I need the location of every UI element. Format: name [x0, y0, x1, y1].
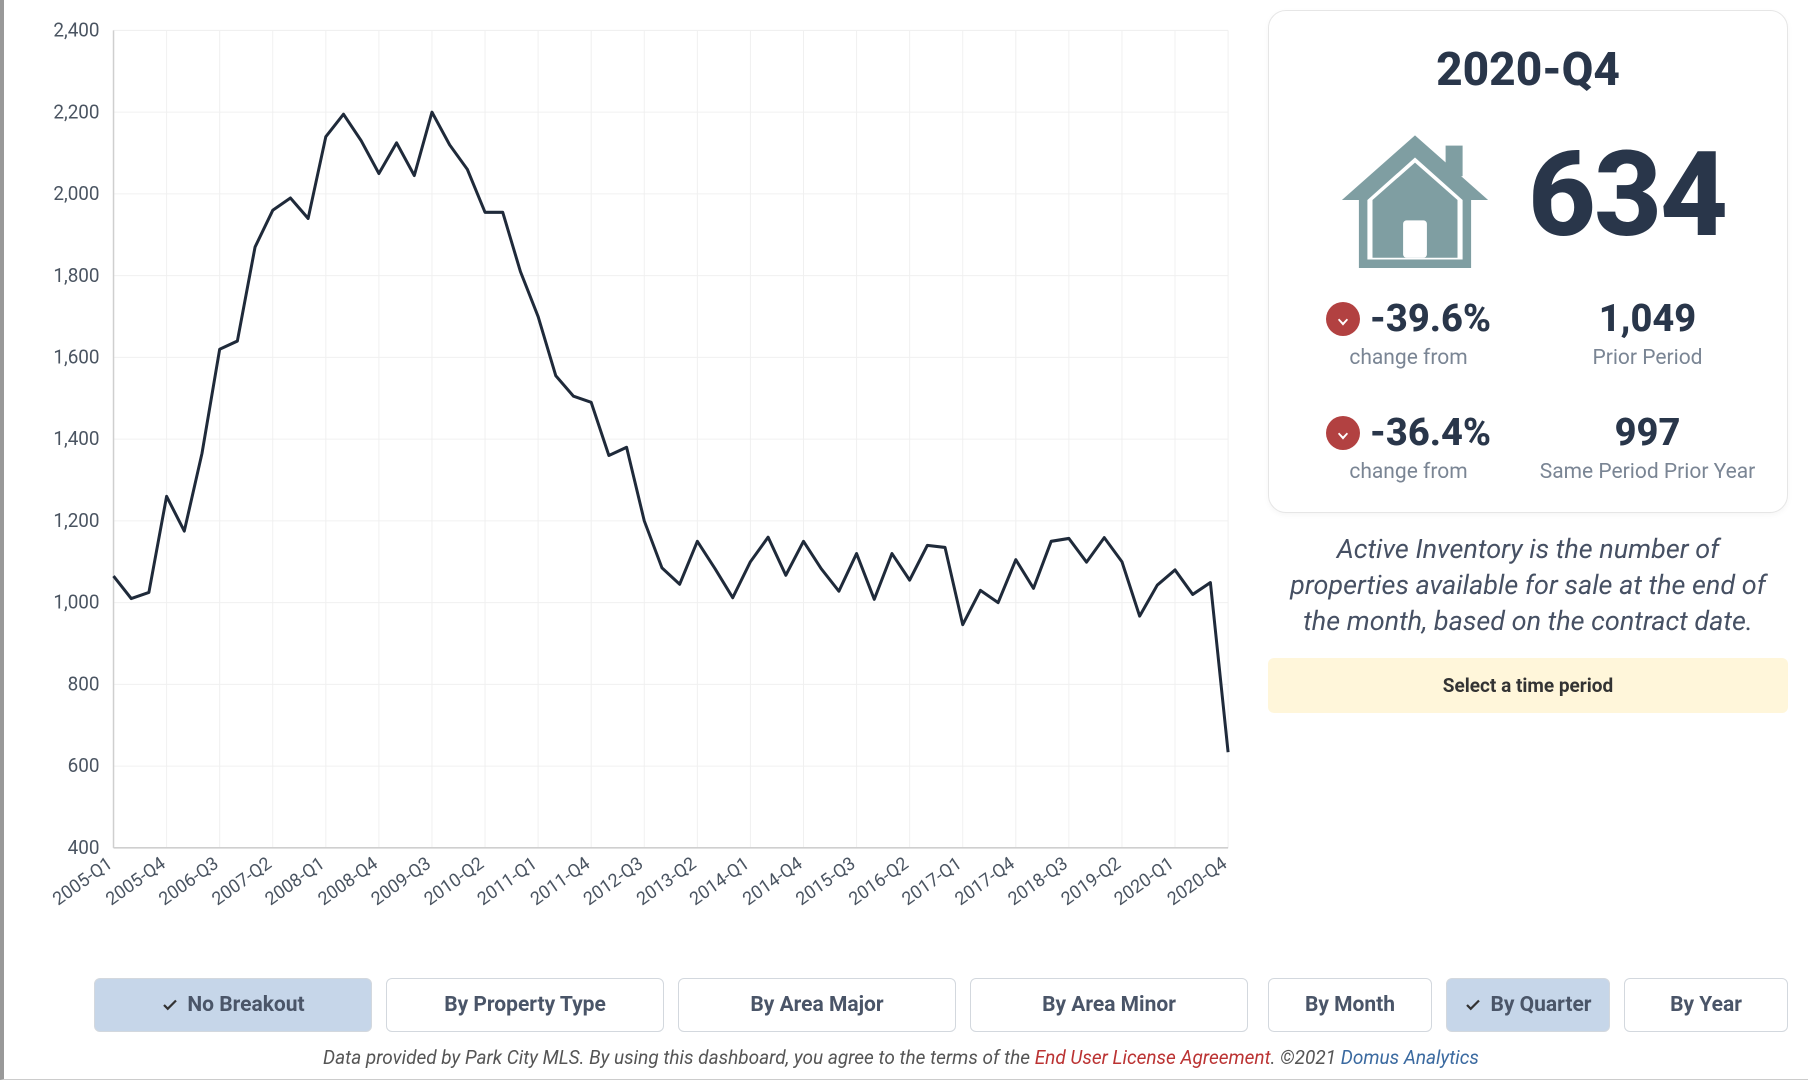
line-chart: 400 600 800 1,000 1,200 1,400 1,600 1,800 2,000 2… [14, 10, 1248, 950]
summary-title: 2020-Q4 [1299, 43, 1757, 97]
brand-link[interactable]: Domus Analytics [1341, 1046, 1479, 1069]
svg-text:1,600: 1,600 [53, 345, 99, 368]
svg-text:600: 600 [68, 754, 100, 777]
prior-year-pct-label: change from [1299, 459, 1518, 485]
prior-year-value: 997 Same Period Prior Year [1538, 411, 1757, 485]
eula-link[interactable]: End User License Agreement [1035, 1046, 1271, 1069]
breakout-button-by-area-minor[interactable]: By Area Minor [970, 978, 1248, 1032]
summary-panel: 2020-Q4 634 [1268, 10, 1788, 513]
description-text: Active Inventory is the number of proper… [1268, 531, 1788, 640]
down-arrow-icon [1326, 302, 1360, 336]
breakout-button-by-property-type[interactable]: By Property Type [386, 978, 664, 1032]
time-button-by-month[interactable]: By Month [1268, 978, 1432, 1032]
breakout-button-no-breakout[interactable]: No Breakout [94, 978, 372, 1032]
svg-text:2,400: 2,400 [53, 18, 99, 41]
footer-prefix: Data provided by Park City MLS. By using… [323, 1046, 1035, 1069]
svg-text:1,800: 1,800 [53, 264, 99, 287]
side-panel: 2020-Q4 634 [1268, 10, 1788, 950]
prior-period-value: 1,049 Prior Period [1538, 297, 1757, 371]
breakout-button-by-area-major[interactable]: By Area Major [678, 978, 956, 1032]
svg-text:800: 800 [68, 672, 100, 695]
footer-suffix: . ©2021 [1271, 1046, 1341, 1069]
time-button-by-quarter[interactable]: By Quarter [1446, 978, 1610, 1032]
time-period-banner[interactable]: Select a time period [1268, 658, 1788, 713]
svg-text:2,200: 2,200 [53, 100, 99, 123]
chart-container: 400 600 800 1,000 1,200 1,400 1,600 1,800 2,000 2… [14, 10, 1248, 950]
prior-period-pct-label: change from [1299, 345, 1518, 371]
svg-text:1,400: 1,400 [53, 427, 99, 450]
prior-period-pct-value: -39.6% [1370, 297, 1491, 341]
summary-value: 634 [1528, 136, 1726, 254]
breakout-button-group: No Breakout By Property Type By Area Major… [14, 978, 1248, 1032]
time-button-by-year[interactable]: By Year [1624, 978, 1788, 1032]
house-icon [1330, 115, 1500, 275]
svg-text:1,200: 1,200 [53, 509, 99, 532]
footer: Data provided by Park City MLS. By using… [14, 1046, 1788, 1069]
svg-text:1,000: 1,000 [53, 591, 99, 614]
svg-text:400: 400 [68, 836, 100, 859]
prior-year-pct: -36.4% change from [1299, 411, 1518, 485]
svg-text:2,000: 2,000 [53, 182, 99, 205]
summary-hero: 634 [1299, 115, 1757, 275]
prior-year-pct-value: -36.4% [1370, 411, 1491, 455]
down-arrow-icon [1326, 416, 1360, 450]
buttons-row: No Breakout By Property Type By Area Major… [14, 978, 1788, 1032]
prior-period-pct: -39.6% change from [1299, 297, 1518, 371]
time-button-group: By Month By Quarter By Year [1268, 978, 1788, 1032]
